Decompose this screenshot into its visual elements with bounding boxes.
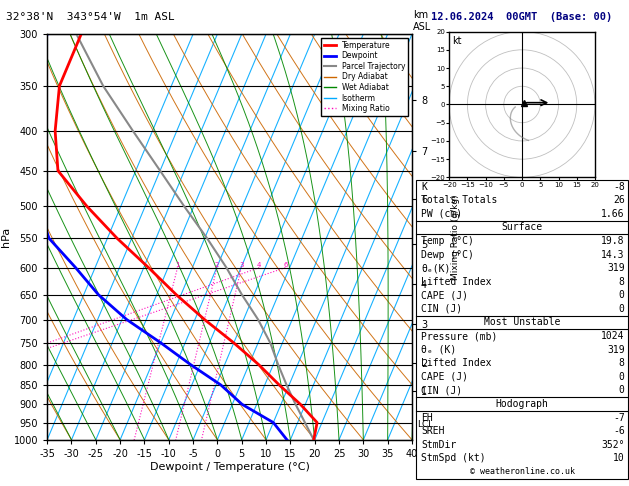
Text: 0: 0	[619, 304, 625, 314]
Text: 3: 3	[239, 261, 243, 268]
Text: Mixing Ratio (g/kg): Mixing Ratio (g/kg)	[451, 194, 460, 280]
Text: -8: -8	[613, 182, 625, 191]
Text: 0: 0	[619, 372, 625, 382]
Text: 8: 8	[619, 358, 625, 368]
Text: EH: EH	[421, 413, 433, 422]
Text: StmSpd (kt): StmSpd (kt)	[421, 453, 486, 463]
Text: 1.66: 1.66	[601, 209, 625, 219]
Text: Totals Totals: Totals Totals	[421, 195, 498, 205]
Text: 319: 319	[607, 345, 625, 355]
Text: 2: 2	[214, 261, 219, 268]
Text: 26: 26	[613, 195, 625, 205]
Text: kt: kt	[452, 36, 462, 46]
Text: -6: -6	[613, 426, 625, 436]
Text: Pressure (mb): Pressure (mb)	[421, 331, 498, 341]
Text: CAPE (J): CAPE (J)	[421, 290, 469, 300]
Text: 6: 6	[283, 261, 287, 268]
Text: 14.3: 14.3	[601, 249, 625, 260]
Text: 19.8: 19.8	[601, 236, 625, 246]
Text: km
ASL: km ASL	[413, 10, 431, 32]
Text: CAPE (J): CAPE (J)	[421, 372, 469, 382]
Y-axis label: hPa: hPa	[1, 227, 11, 247]
Text: 12.06.2024  00GMT  (Base: 00): 12.06.2024 00GMT (Base: 00)	[431, 12, 613, 22]
Text: 1024: 1024	[601, 331, 625, 341]
Text: 32°38'N  343°54'W  1m ASL: 32°38'N 343°54'W 1m ASL	[6, 12, 175, 22]
Text: StmDir: StmDir	[421, 440, 457, 450]
Text: 10: 10	[613, 453, 625, 463]
Text: K: K	[421, 182, 427, 191]
Text: Lifted Index: Lifted Index	[421, 277, 492, 287]
Text: Surface: Surface	[501, 223, 543, 232]
Text: θₑ (K): θₑ (K)	[421, 345, 457, 355]
Text: CIN (J): CIN (J)	[421, 304, 462, 314]
Text: PW (cm): PW (cm)	[421, 209, 462, 219]
Text: θₑ(K): θₑ(K)	[421, 263, 451, 273]
Text: 0: 0	[619, 385, 625, 396]
Text: SREH: SREH	[421, 426, 445, 436]
Text: © weatheronline.co.uk: © weatheronline.co.uk	[470, 467, 574, 476]
Text: Temp (°C): Temp (°C)	[421, 236, 474, 246]
Text: -7: -7	[613, 413, 625, 422]
Text: CIN (J): CIN (J)	[421, 385, 462, 396]
Text: 1: 1	[175, 261, 180, 268]
Text: Hodograph: Hodograph	[496, 399, 548, 409]
Text: 352°: 352°	[601, 440, 625, 450]
Text: 8: 8	[619, 277, 625, 287]
Text: LCL: LCL	[418, 420, 434, 429]
X-axis label: Dewpoint / Temperature (°C): Dewpoint / Temperature (°C)	[150, 462, 309, 471]
Legend: Temperature, Dewpoint, Parcel Trajectory, Dry Adiabat, Wet Adiabat, Isotherm, Mi: Temperature, Dewpoint, Parcel Trajectory…	[321, 38, 408, 116]
Text: Most Unstable: Most Unstable	[484, 317, 560, 328]
Text: 0: 0	[619, 290, 625, 300]
Text: Lifted Index: Lifted Index	[421, 358, 492, 368]
Text: Dewp (°C): Dewp (°C)	[421, 249, 474, 260]
Text: 319: 319	[607, 263, 625, 273]
Text: 4: 4	[257, 261, 262, 268]
